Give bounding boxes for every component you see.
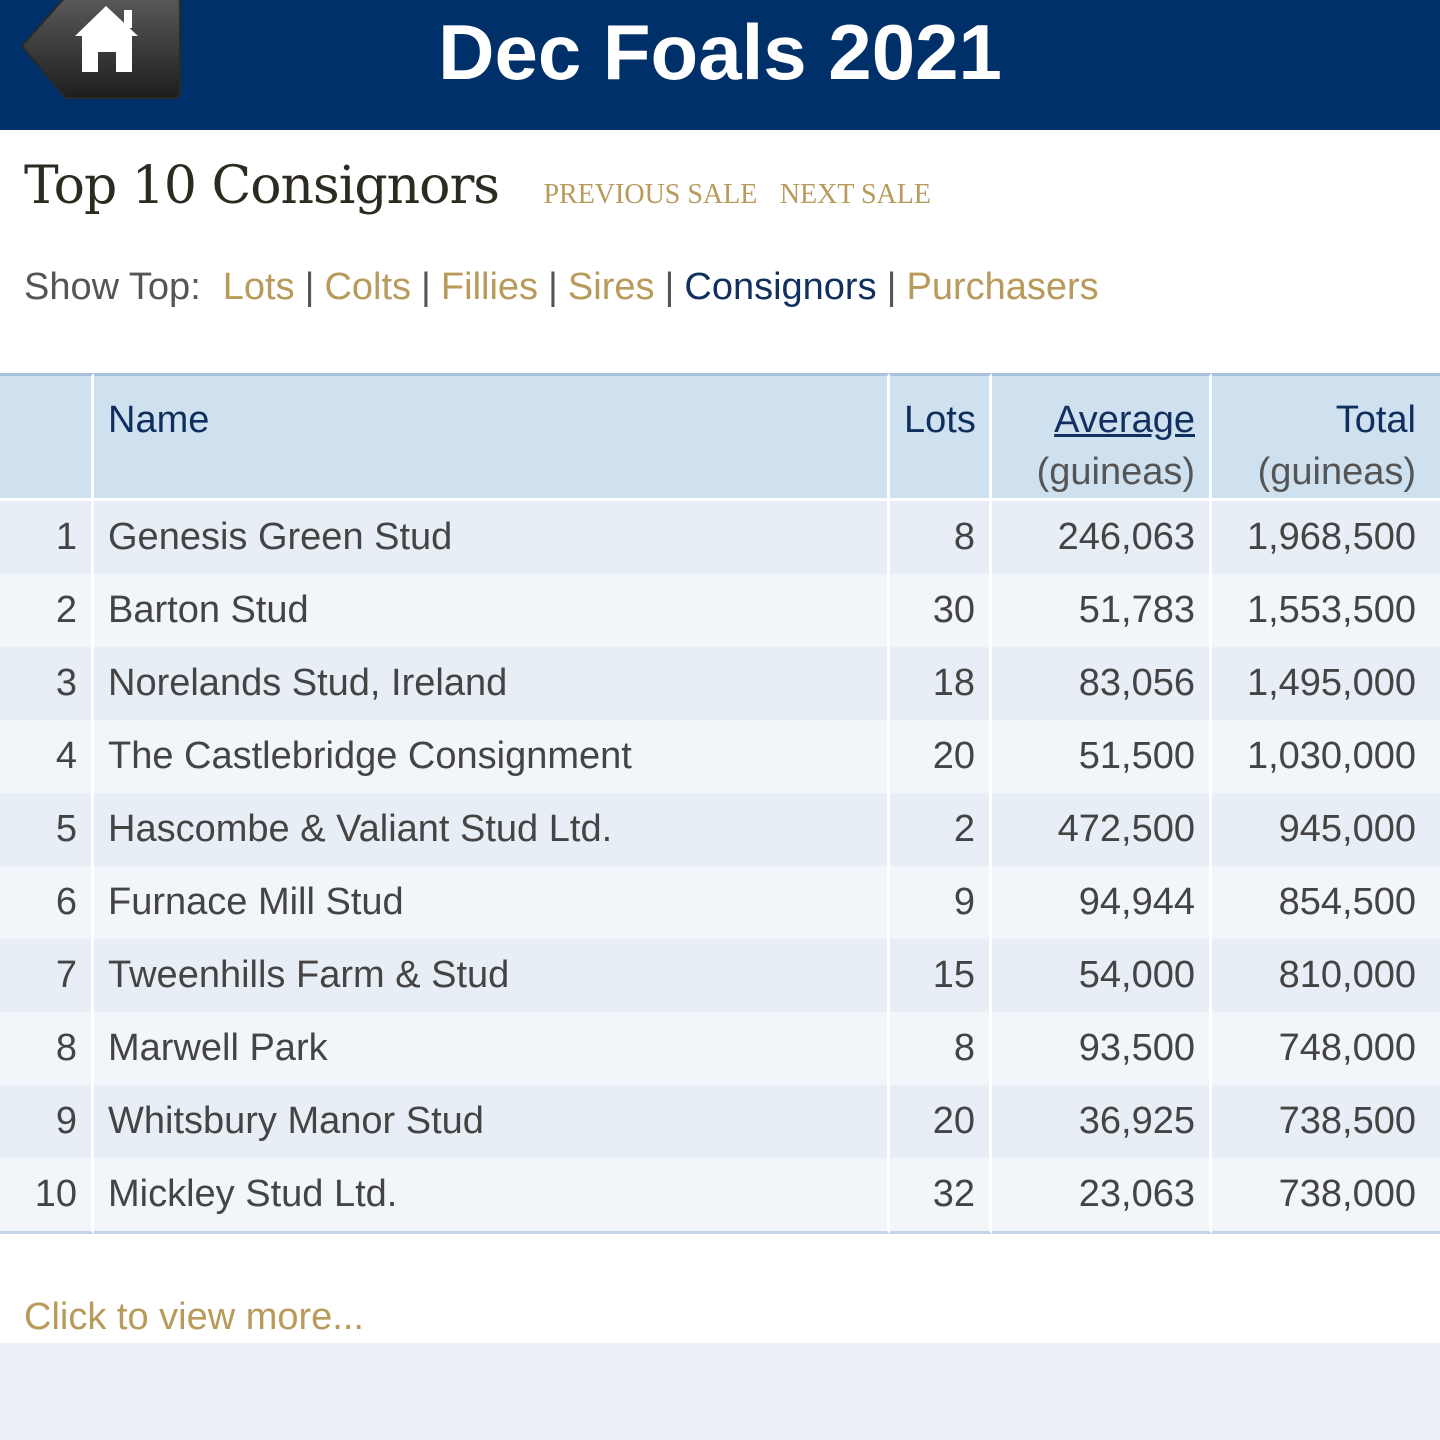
row-name: Norelands Stud, Ireland [94, 647, 890, 720]
nav-separator: | [304, 266, 315, 308]
row-rank: 5 [0, 793, 94, 866]
row-total: 1,968,500 [1212, 501, 1440, 574]
row-total: 738,500 [1212, 1085, 1440, 1158]
row-total: 738,000 [1212, 1158, 1440, 1234]
table-row[interactable]: 7 Tweenhills Farm & Stud 15 54,000 810,0… [0, 939, 1440, 1012]
row-name: Furnace Mill Stud [94, 866, 890, 939]
header-title: Dec Foals 2021 [438, 8, 1002, 96]
lots-column-header: Lots [890, 373, 992, 501]
row-total: 810,000 [1212, 939, 1440, 1012]
title-row: Top 10 Consignors PREVIOUS SALE NEXT SAL… [24, 156, 931, 226]
app-header: Dec Foals 2021 [0, 0, 1440, 130]
row-average: 93,500 [992, 1012, 1212, 1085]
row-average: 54,000 [992, 939, 1212, 1012]
row-rank: 10 [0, 1158, 94, 1234]
table-row[interactable]: 3 Norelands Stud, Ireland 18 83,056 1,49… [0, 647, 1440, 720]
row-lots: 8 [890, 1012, 992, 1085]
row-total: 1,495,000 [1212, 647, 1440, 720]
show-top-nav: Show Top: Lots | Colts | Fillies | Sires | Consig… [24, 264, 1099, 310]
row-name: Whitsbury Manor Stud [94, 1085, 890, 1158]
home-icon [20, 0, 181, 99]
page-title: Top 10 Consignors [24, 156, 500, 216]
row-average: 51,500 [992, 720, 1212, 793]
row-total: 854,500 [1212, 866, 1440, 939]
row-rank: 1 [0, 501, 94, 574]
row-rank: 6 [0, 866, 94, 939]
row-average: 83,056 [992, 647, 1212, 720]
nav-link-colts[interactable]: Colts [324, 266, 412, 308]
row-total: 1,553,500 [1212, 574, 1440, 647]
row-lots: 15 [890, 939, 992, 1012]
row-average: 23,063 [992, 1158, 1212, 1234]
row-lots: 2 [890, 793, 992, 866]
consignors-table: Name Lots Average (guineas) Total (guine… [0, 373, 1440, 1234]
row-lots: 9 [890, 866, 992, 939]
home-button[interactable] [20, 0, 182, 102]
row-rank: 3 [0, 647, 94, 720]
average-unit-label: (guineas) [1036, 451, 1195, 493]
table-row[interactable]: 6 Furnace Mill Stud 9 94,944 854,500 [0, 866, 1440, 939]
footer-band [0, 1343, 1440, 1440]
total-header-label: Total [1335, 399, 1416, 441]
row-name: The Castlebridge Consignment [94, 720, 890, 793]
row-name: Tweenhills Farm & Stud [94, 939, 890, 1012]
nav-separator: | [664, 266, 675, 308]
row-lots: 32 [890, 1158, 992, 1234]
table-row[interactable]: 8 Marwell Park 8 93,500 748,000 [0, 1012, 1440, 1085]
average-column-header: Average (guineas) [992, 373, 1212, 501]
table-row[interactable]: 10 Mickley Stud Ltd. 32 23,063 738,000 [0, 1158, 1440, 1234]
nav-separator: | [886, 266, 897, 308]
nav-link-fillies[interactable]: Fillies [440, 266, 539, 308]
show-top-label: Show Top: [24, 266, 201, 308]
table-row[interactable]: 5 Hascombe & Valiant Stud Ltd. 2 472,500… [0, 793, 1440, 866]
row-total: 945,000 [1212, 793, 1440, 866]
row-name: Marwell Park [94, 1012, 890, 1085]
row-rank: 7 [0, 939, 94, 1012]
row-name: Barton Stud [94, 574, 890, 647]
row-average: 472,500 [992, 793, 1212, 866]
total-unit-label: (guineas) [1257, 451, 1416, 493]
nav-link-purchasers[interactable]: Purchasers [906, 266, 1099, 308]
previous-sale-link[interactable]: PREVIOUS SALE [543, 179, 758, 210]
row-rank: 8 [0, 1012, 94, 1085]
row-lots: 20 [890, 720, 992, 793]
row-rank: 2 [0, 574, 94, 647]
average-sort-link[interactable]: Average [1054, 399, 1195, 441]
nav-separator: | [421, 266, 431, 308]
row-average: 51,783 [992, 574, 1212, 647]
row-lots: 8 [890, 501, 992, 574]
row-lots: 20 [890, 1085, 992, 1158]
table-row[interactable]: 9 Whitsbury Manor Stud 20 36,925 738,500 [0, 1085, 1440, 1158]
row-lots: 30 [890, 574, 992, 647]
table-row[interactable]: 4 The Castlebridge Consignment 20 51,500… [0, 720, 1440, 793]
nav-link-sires[interactable]: Sires [567, 266, 655, 308]
view-more-link[interactable]: Click to view more... [24, 1296, 364, 1338]
total-column-header: Total (guineas) [1212, 373, 1440, 501]
row-lots: 18 [890, 647, 992, 720]
next-sale-link[interactable]: NEXT SALE [779, 179, 931, 210]
table-header-row: Name Lots Average (guineas) Total (guine… [0, 373, 1440, 501]
nav-separator: | [548, 266, 558, 308]
nav-link-consignors[interactable]: Consignors [684, 266, 877, 308]
table-row[interactable]: 1 Genesis Green Stud 8 246,063 1,968,500 [0, 501, 1440, 574]
row-rank: 9 [0, 1085, 94, 1158]
row-name: Genesis Green Stud [94, 501, 890, 574]
row-name: Hascombe & Valiant Stud Ltd. [94, 793, 890, 866]
row-average: 36,925 [992, 1085, 1212, 1158]
row-total: 748,000 [1212, 1012, 1440, 1085]
row-average: 246,063 [992, 501, 1212, 574]
rank-column-header [0, 373, 94, 501]
nav-link-lots[interactable]: Lots [222, 266, 295, 308]
row-total: 1,030,000 [1212, 720, 1440, 793]
name-column-header: Name [94, 373, 890, 501]
row-average: 94,944 [992, 866, 1212, 939]
table-row[interactable]: 2 Barton Stud 30 51,783 1,553,500 [0, 574, 1440, 647]
row-rank: 4 [0, 720, 94, 793]
row-name: Mickley Stud Ltd. [94, 1158, 890, 1234]
